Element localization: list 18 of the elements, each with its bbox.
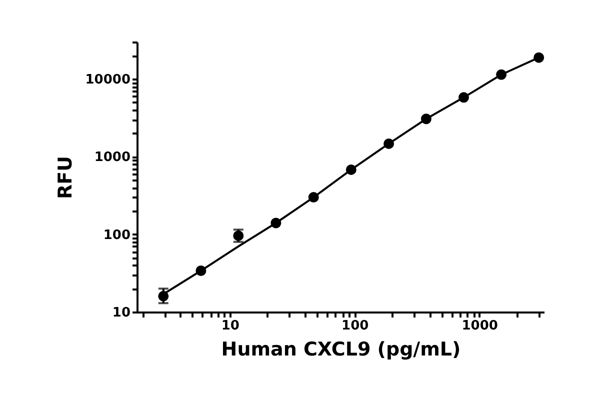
y-tick-label: 10	[112, 306, 130, 320]
y-axis-title: RFU	[54, 156, 76, 200]
y-tick-label: 10000	[85, 72, 130, 88]
y-tick-label: 100	[103, 228, 130, 243]
point	[346, 164, 356, 175]
point	[496, 69, 507, 80]
point	[384, 138, 394, 149]
x-tick-label: 100	[342, 318, 369, 334]
y-tick-label: 1000	[94, 150, 130, 166]
x-axis-title: Human CXCL9 (pg/mL)	[221, 338, 461, 360]
point	[196, 265, 206, 276]
point	[308, 192, 319, 203]
point	[270, 218, 282, 228]
point	[458, 92, 469, 103]
x-tick-label: 1000	[462, 318, 498, 334]
point	[534, 52, 544, 63]
point	[420, 114, 432, 124]
x-tick-label: 10	[221, 318, 240, 334]
